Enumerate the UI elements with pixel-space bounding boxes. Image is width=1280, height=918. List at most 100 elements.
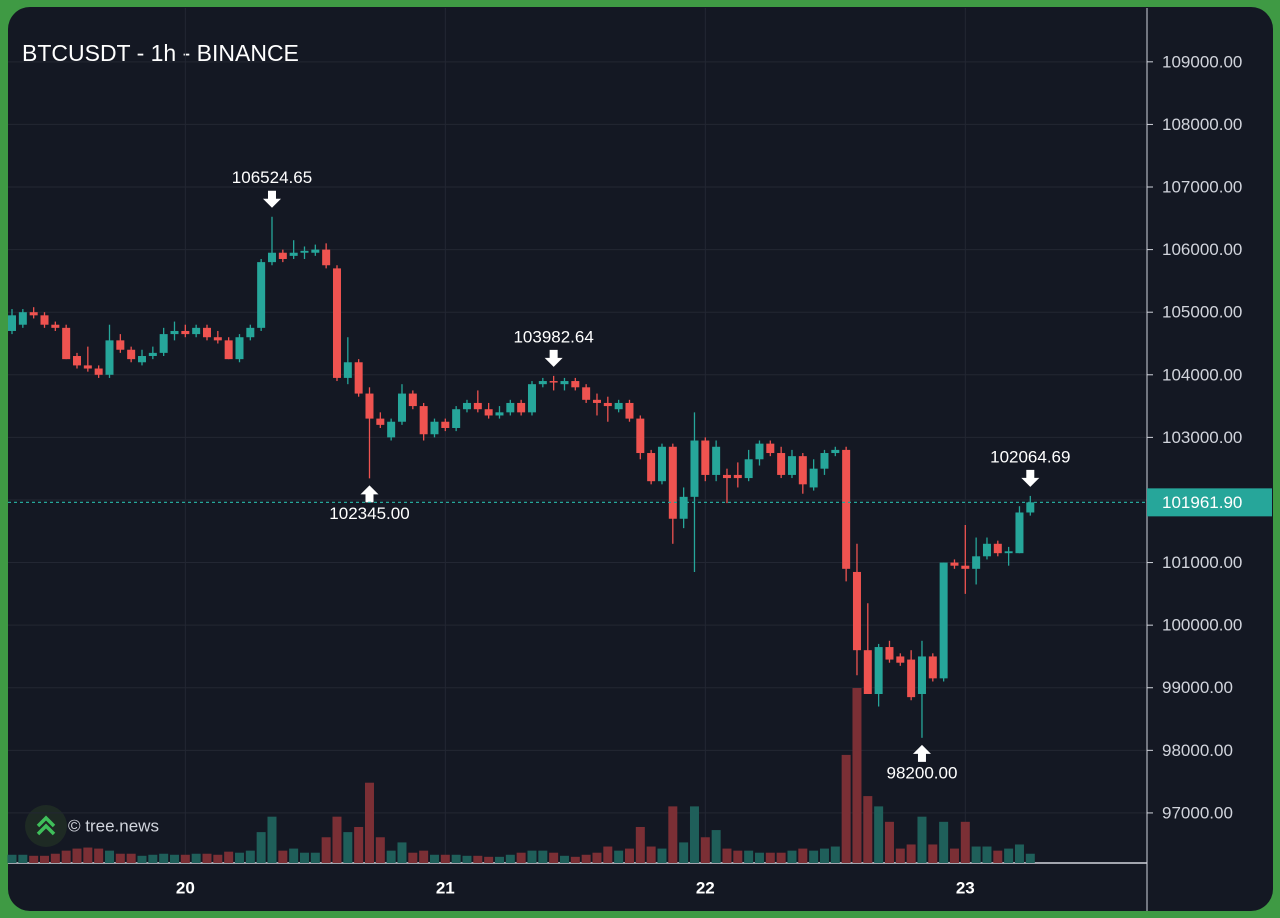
candle-body xyxy=(636,418,645,454)
volume-bar xyxy=(310,852,320,863)
volume-bar xyxy=(852,688,862,863)
volume-bar xyxy=(354,826,364,863)
volume-bar xyxy=(18,854,28,863)
candle-body xyxy=(527,384,536,413)
candle-body xyxy=(105,340,114,375)
volume-bar xyxy=(527,850,537,863)
candle-body xyxy=(1015,512,1024,554)
candle-body xyxy=(603,402,612,407)
candle-body xyxy=(257,262,266,328)
candle-body xyxy=(83,365,92,369)
volume-bar xyxy=(538,850,548,863)
candle-body xyxy=(755,443,764,460)
volume-bar xyxy=(180,854,190,863)
candle-body xyxy=(961,565,970,569)
volume-bar xyxy=(473,855,483,863)
volume-bar xyxy=(7,854,17,863)
candle-body xyxy=(430,421,439,435)
arrow-down xyxy=(262,190,281,208)
candle-body xyxy=(495,412,504,416)
x-tick-label: 21 xyxy=(436,878,455,897)
candle-body xyxy=(517,402,526,413)
volume-bar xyxy=(982,846,992,863)
volume-bar xyxy=(61,850,71,863)
candle-body xyxy=(202,327,211,338)
volume-bar xyxy=(332,816,342,863)
volume-bar xyxy=(971,846,981,863)
arrow-down xyxy=(544,349,563,367)
candle-body xyxy=(387,421,396,438)
candle-body xyxy=(538,381,547,385)
volume-bar xyxy=(148,854,158,863)
volume-bar xyxy=(169,854,179,863)
y-tick-label: 97000.00 xyxy=(1162,803,1233,822)
candle-body xyxy=(982,543,991,557)
candle-body xyxy=(116,340,125,350)
volume-bar xyxy=(1025,853,1035,863)
volume-bar xyxy=(29,855,39,863)
logo-chevrons xyxy=(36,815,56,836)
last-price-label: 101961.90 xyxy=(1162,493,1242,512)
y-tick-label: 105000.00 xyxy=(1162,303,1242,322)
volume-bar xyxy=(104,850,114,863)
volume-bar xyxy=(679,842,689,863)
arrow-up xyxy=(360,485,379,503)
volume-bar xyxy=(668,806,678,863)
candle-body xyxy=(473,402,482,410)
candle-body xyxy=(798,456,807,485)
watermark: © tree.news xyxy=(68,816,159,835)
volume-bar xyxy=(711,830,721,863)
candle-body xyxy=(777,453,786,475)
volume-bar xyxy=(874,806,884,863)
candle-body xyxy=(94,368,103,375)
volume-bar xyxy=(224,851,234,863)
volume-bar xyxy=(863,796,873,863)
volume-bar xyxy=(50,853,60,863)
candle-body xyxy=(560,381,569,385)
candle-body xyxy=(170,330,179,335)
candle-body xyxy=(72,356,81,366)
candle-body xyxy=(397,393,406,422)
candle-body xyxy=(809,468,818,488)
volume-bar xyxy=(505,854,515,863)
candle-body xyxy=(213,337,222,341)
volume-bar xyxy=(830,846,840,863)
volume-bar xyxy=(841,754,851,863)
volume-bar xyxy=(689,806,699,863)
candle-body xyxy=(506,402,515,413)
y-tick-label: 100000.00 xyxy=(1162,616,1242,635)
volume-bar xyxy=(700,837,710,863)
volume-bar xyxy=(267,816,277,863)
candle-body xyxy=(408,393,417,407)
candle-body xyxy=(972,556,981,569)
candle-body xyxy=(159,334,168,353)
volume-bar xyxy=(754,852,764,863)
y-tick-label: 106000.00 xyxy=(1162,240,1242,259)
volume-bar xyxy=(993,850,1003,863)
volume-bar xyxy=(906,844,916,863)
candle-body xyxy=(181,330,190,335)
candle-body xyxy=(896,656,905,663)
candle-body xyxy=(376,418,385,425)
volume-bar xyxy=(137,855,147,863)
volume-bar xyxy=(234,852,244,863)
volume-bar xyxy=(581,854,591,863)
candle-body xyxy=(289,252,298,256)
volume-bar xyxy=(787,850,797,863)
candle-body xyxy=(1026,502,1035,513)
candle-body xyxy=(224,340,233,360)
volume-bar xyxy=(939,821,949,863)
candle-body xyxy=(40,315,49,325)
candle-body xyxy=(885,647,894,660)
candle-body xyxy=(939,562,948,679)
low-label: 102345.00 xyxy=(329,504,409,523)
volume-bar xyxy=(364,782,374,863)
candle-body xyxy=(549,381,558,383)
volume-bar xyxy=(624,848,634,863)
candle-body xyxy=(679,496,688,519)
volume-bar xyxy=(928,844,938,863)
volume-bar xyxy=(419,850,429,863)
candle-body xyxy=(300,250,309,253)
volume-bar xyxy=(646,846,656,863)
